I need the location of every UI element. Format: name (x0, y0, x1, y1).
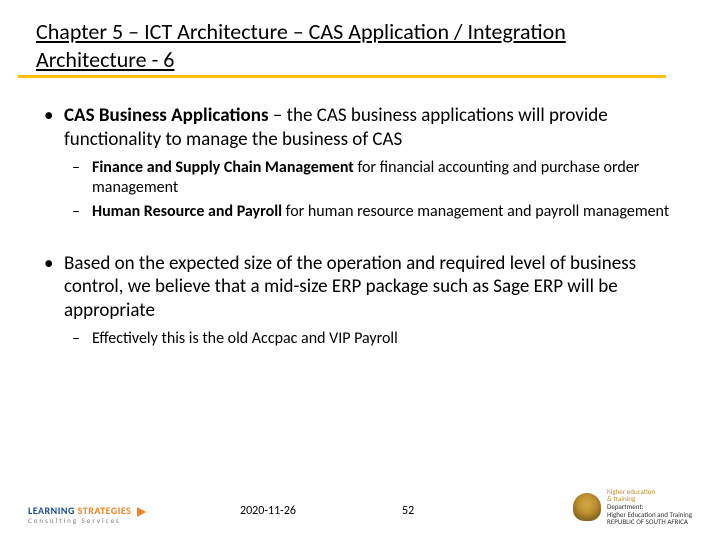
left-logo-line2: Consulting Services (28, 517, 146, 524)
right-logo: higher education & training Department: … (573, 488, 692, 526)
slide-title: Chapter 5 – ICT Architecture – CAS Appli… (18, 18, 666, 78)
bullet-1a-bold: Finance and Supply Chain Management (92, 158, 354, 177)
bullet-1-bold: CAS Business Applications (64, 104, 269, 127)
bullet-1a: Finance and Supply Chain Management for … (38, 158, 684, 198)
footer-date: 2020-11-26 (240, 504, 296, 518)
dept-line5: REPUBLIC OF SOUTH AFRICA (607, 518, 692, 526)
bullet-1b: Human Resource and Payroll for human res… (38, 202, 684, 222)
slide: Chapter 5 – ICT Architecture – CAS Appli… (0, 0, 720, 540)
bullet-1: CAS Business Applications – the CAS busi… (38, 104, 684, 152)
bullet-1b-bold: Human Resource and Payroll (92, 202, 282, 221)
spacer (38, 226, 684, 252)
bullet-2-text: Based on the expected size of the operat… (64, 252, 636, 323)
coat-of-arms-icon (573, 493, 601, 521)
slide-content: CAS Business Applications – the CAS busi… (36, 104, 684, 349)
triangle-icon (137, 507, 146, 517)
left-logo: LEARNING STRATEGIES Consulting Services (28, 506, 146, 524)
bullet-2a: Effectively this is the old Accpac and V… (38, 329, 684, 349)
bullet-2: Based on the expected size of the operat… (38, 252, 684, 323)
footer: LEARNING STRATEGIES Consulting Services … (0, 490, 720, 530)
footer-page: 52 (402, 504, 414, 518)
bullet-1b-rest: for human resource management and payrol… (282, 202, 669, 221)
slide-title-text: Chapter 5 – ICT Architecture – CAS Appli… (36, 18, 566, 73)
bullet-2a-text: Effectively this is the old Accpac and V… (92, 329, 398, 348)
dept-text: higher education & training Department: … (607, 488, 692, 526)
